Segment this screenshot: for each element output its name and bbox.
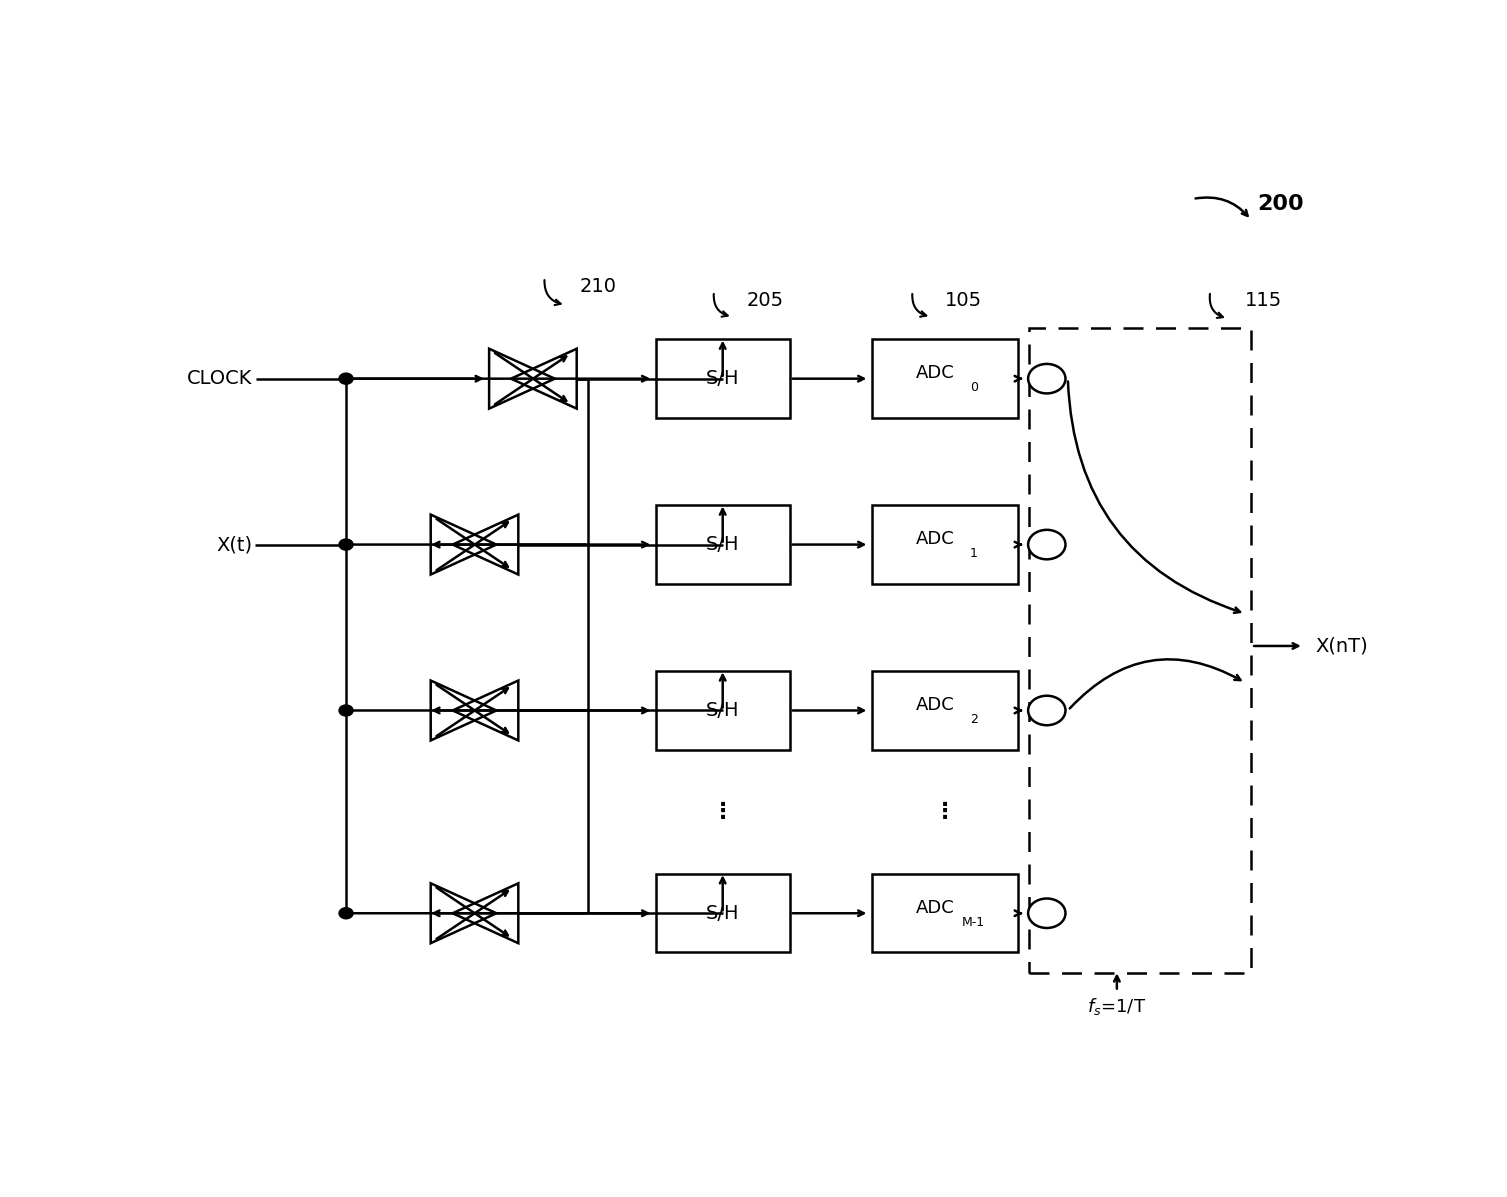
Text: S/H: S/H <box>705 904 740 923</box>
Bar <box>871 672 1017 749</box>
Circle shape <box>339 373 353 384</box>
Circle shape <box>1028 364 1065 394</box>
Text: $f_s$=1/T: $f_s$=1/T <box>1088 996 1147 1017</box>
Text: ⋮: ⋮ <box>933 802 955 822</box>
Text: 1: 1 <box>971 547 978 560</box>
Bar <box>871 874 1017 953</box>
Circle shape <box>339 705 353 716</box>
Text: CLOCK: CLOCK <box>187 369 253 388</box>
Circle shape <box>339 539 353 551</box>
Bar <box>1029 328 1251 973</box>
Text: 2: 2 <box>971 713 978 727</box>
Bar <box>871 340 1017 418</box>
Text: ⋮: ⋮ <box>711 802 734 822</box>
Text: S/H: S/H <box>705 701 740 719</box>
Text: 105: 105 <box>945 291 983 310</box>
Circle shape <box>1028 899 1065 928</box>
Text: 115: 115 <box>1245 291 1282 310</box>
Text: ADC: ADC <box>916 364 954 382</box>
Text: S/H: S/H <box>705 369 740 388</box>
Bar <box>656 672 790 749</box>
Circle shape <box>339 907 353 919</box>
Text: ADC: ADC <box>916 530 954 548</box>
Text: ADC: ADC <box>916 695 954 713</box>
Text: 200: 200 <box>1257 194 1304 213</box>
Text: 205: 205 <box>746 291 784 310</box>
Circle shape <box>1028 530 1065 559</box>
Bar <box>656 505 790 584</box>
Bar <box>656 340 790 418</box>
Text: X(t): X(t) <box>217 535 253 554</box>
Text: ADC: ADC <box>916 899 954 917</box>
Text: M-1: M-1 <box>963 916 986 929</box>
Text: X(nT): X(nT) <box>1316 637 1368 656</box>
Text: S/H: S/H <box>705 535 740 554</box>
Text: 0: 0 <box>971 382 978 394</box>
Bar <box>656 874 790 953</box>
Circle shape <box>1028 695 1065 725</box>
Text: 210: 210 <box>580 277 616 296</box>
Bar <box>871 505 1017 584</box>
